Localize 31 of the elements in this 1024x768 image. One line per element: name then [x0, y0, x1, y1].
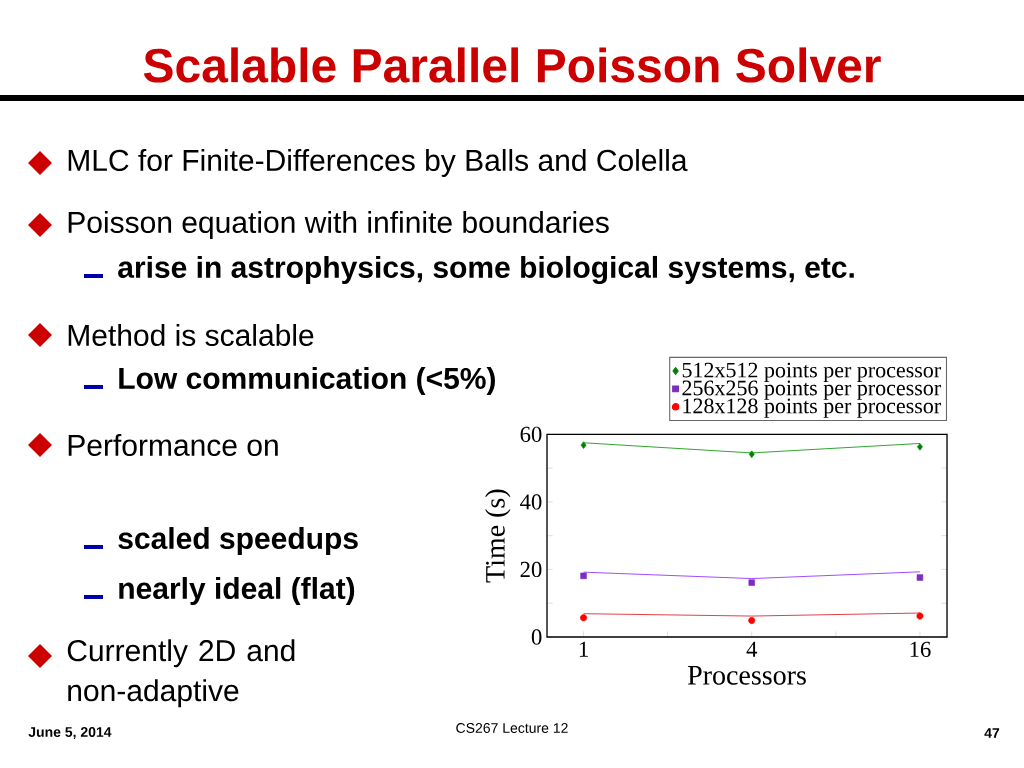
text: Currently 2D and non-adaptive [67, 639, 295, 708]
y-tick-label: 0 [531, 629, 542, 645]
chart-title: Scalable Parallel Poisson Solver [143, 47, 881, 83]
text: MLC for Finite-Differences by Balls and Colella [68, 149, 688, 177]
text: Low communication (<5%) [119, 367, 495, 395]
text: nearly ideal (flat) [119, 577, 355, 605]
point [748, 616, 756, 624]
y-axis-title: Time (s) [485, 489, 511, 583]
y-tick-label: 40 [520, 494, 542, 510]
x-tick-label: 4 [746, 641, 758, 657]
y-tick-label: 20 [520, 561, 542, 578]
text: Performance on [68, 434, 278, 457]
x-tick-label: 16 [910, 641, 931, 657]
text: 47 [984, 728, 1000, 738]
point [580, 572, 587, 580]
point [916, 574, 924, 581]
text: arise in astrophysics, some biological systems, etc. [118, 255, 854, 285]
point [748, 579, 755, 586]
text: Method is scalable [68, 323, 314, 347]
text: scaled speedups [118, 527, 358, 555]
x-tick-label: 1 [579, 641, 588, 657]
point [917, 443, 923, 451]
text: Poisson equation with infinite boundaries [68, 211, 609, 239]
x-axis-title: Processors [687, 666, 806, 685]
point [580, 441, 587, 449]
point [748, 450, 755, 459]
point [916, 612, 924, 620]
text: June 5, 2014 [28, 727, 112, 739]
point [580, 614, 588, 622]
text: CS267 Lecture 12 [456, 723, 568, 733]
y-tick-label: 60 [520, 426, 542, 442]
